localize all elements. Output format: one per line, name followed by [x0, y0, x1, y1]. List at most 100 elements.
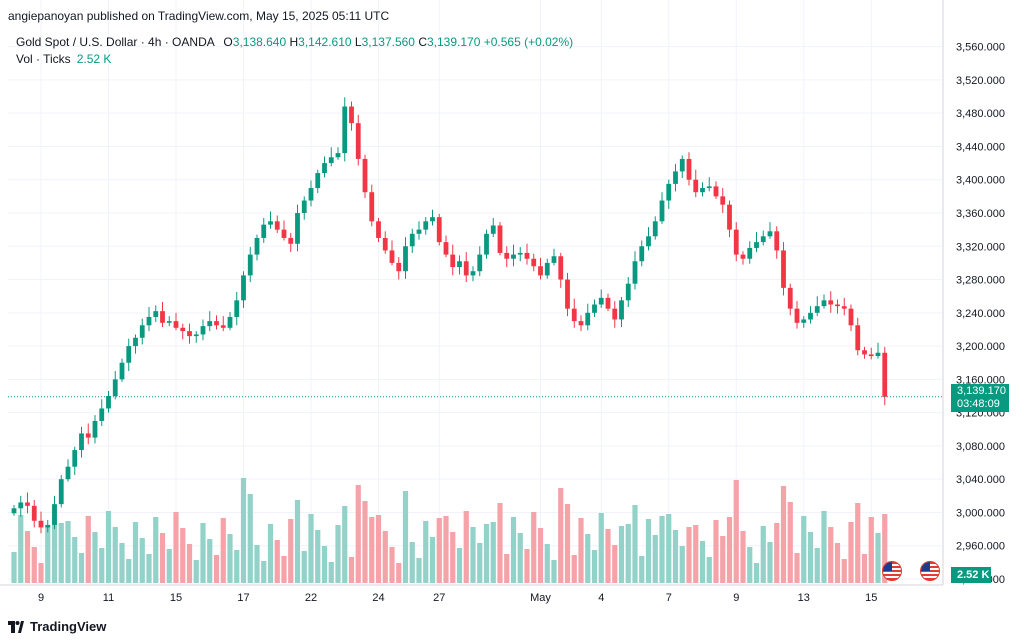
- volume-bar: [396, 563, 402, 583]
- candle-body: [868, 354, 874, 357]
- candle-body: [193, 334, 199, 337]
- volume-bar: [571, 555, 577, 583]
- candle-body: [605, 297, 611, 309]
- candle-body: [619, 300, 624, 320]
- volume-bar: [402, 491, 409, 583]
- y-tick-label: 3,440.000: [956, 141, 1005, 153]
- candle-body: [794, 308, 800, 323]
- candle-body: [139, 325, 145, 338]
- candle-body: [625, 283, 631, 301]
- candle-body: [207, 321, 213, 327]
- candle-body: [133, 337, 138, 347]
- volume-bar: [558, 488, 564, 583]
- candle-body: [713, 186, 719, 197]
- y-tick-label: 3,240.000: [956, 308, 1005, 320]
- y-tick-label: 3,160.000: [956, 374, 1005, 386]
- candle-body: [45, 524, 51, 528]
- x-tick-label: 4: [598, 592, 604, 604]
- volume-bar: [51, 507, 58, 583]
- candle-body: [538, 266, 543, 276]
- candle-body: [727, 204, 732, 230]
- candle-body: [517, 252, 523, 255]
- candle-body: [814, 306, 820, 313]
- candle-body: [490, 225, 496, 234]
- volume-bar: [699, 541, 706, 583]
- x-tick-label: May: [530, 592, 551, 604]
- volume-bar: [537, 528, 544, 583]
- candle-body: [328, 157, 334, 164]
- volume-bar: [92, 532, 98, 583]
- candle-body: [423, 221, 429, 230]
- candle-body: [565, 279, 570, 309]
- volume-bar: [227, 534, 233, 583]
- volume-bar: [720, 536, 726, 583]
- candle-body: [254, 237, 260, 255]
- candle-body: [457, 261, 462, 268]
- candle-body: [146, 316, 152, 326]
- high-label: H: [289, 35, 299, 49]
- candle-body: [484, 233, 489, 255]
- volume-tag: 2.52 K: [951, 567, 991, 583]
- candle-body: [436, 217, 442, 243]
- candle-body: [848, 308, 854, 326]
- low-value: 3,137.560: [361, 35, 415, 49]
- candle-body: [686, 158, 692, 180]
- candle-body: [598, 297, 604, 305]
- tradingview-footer[interactable]: TradingView: [8, 619, 106, 634]
- candle-body: [382, 237, 388, 251]
- volume-bar: [753, 563, 760, 583]
- candle-body: [828, 300, 834, 305]
- x-tick-label: 7: [666, 592, 672, 604]
- x-tick-label: 22: [305, 592, 317, 604]
- candle-body: [220, 325, 226, 328]
- volume-bar: [652, 535, 658, 583]
- volume-bar: [598, 513, 604, 583]
- volume-bar: [429, 537, 436, 583]
- candle-body: [369, 192, 375, 222]
- volume-bar: [787, 502, 793, 583]
- candle-body: [612, 308, 618, 320]
- candle-body: [801, 319, 807, 323]
- candle-body: [160, 311, 165, 323]
- close-value: 3,139.170: [427, 35, 481, 49]
- volume-bar: [639, 556, 645, 583]
- x-tick-label: 24: [372, 592, 384, 604]
- candle-body: [295, 213, 300, 244]
- candle-body: [241, 275, 246, 301]
- volume-bar: [240, 478, 247, 583]
- volume-bar: [801, 516, 807, 583]
- volume-bar: [348, 557, 355, 583]
- candle-body: [646, 236, 651, 247]
- candle-body: [403, 246, 408, 272]
- volume-bar: [875, 533, 881, 583]
- candle-body: [639, 246, 645, 262]
- volume-bar: [409, 542, 415, 583]
- candle-body: [551, 256, 557, 263]
- candle-body: [524, 252, 530, 259]
- volume-bar: [65, 521, 71, 583]
- volume-bar: [234, 550, 240, 583]
- us-flag-icon[interactable]: [882, 561, 902, 581]
- last-price-value: 3,139.170: [957, 385, 1006, 397]
- us-flag-icon[interactable]: [920, 561, 940, 581]
- candle-body: [38, 520, 44, 528]
- candle-body: [112, 379, 118, 396]
- open-label: O: [223, 35, 233, 49]
- volume-bar: [166, 549, 172, 583]
- candle-body: [578, 321, 584, 326]
- x-tick-label: 13: [798, 592, 810, 604]
- candle-body: [187, 331, 192, 337]
- volume-bar: [666, 514, 672, 583]
- x-tick-label: 15: [170, 592, 182, 604]
- candle-body: [835, 304, 840, 307]
- candle-body: [700, 188, 705, 193]
- volume-bar: [591, 550, 598, 583]
- candle-body: [301, 200, 307, 213]
- volume-bar: [834, 543, 841, 583]
- volume-bar: [780, 486, 787, 583]
- candle-body: [342, 106, 348, 154]
- volume-bar: [821, 511, 827, 583]
- volume-bar: [355, 485, 361, 583]
- volume-bar: [153, 517, 159, 583]
